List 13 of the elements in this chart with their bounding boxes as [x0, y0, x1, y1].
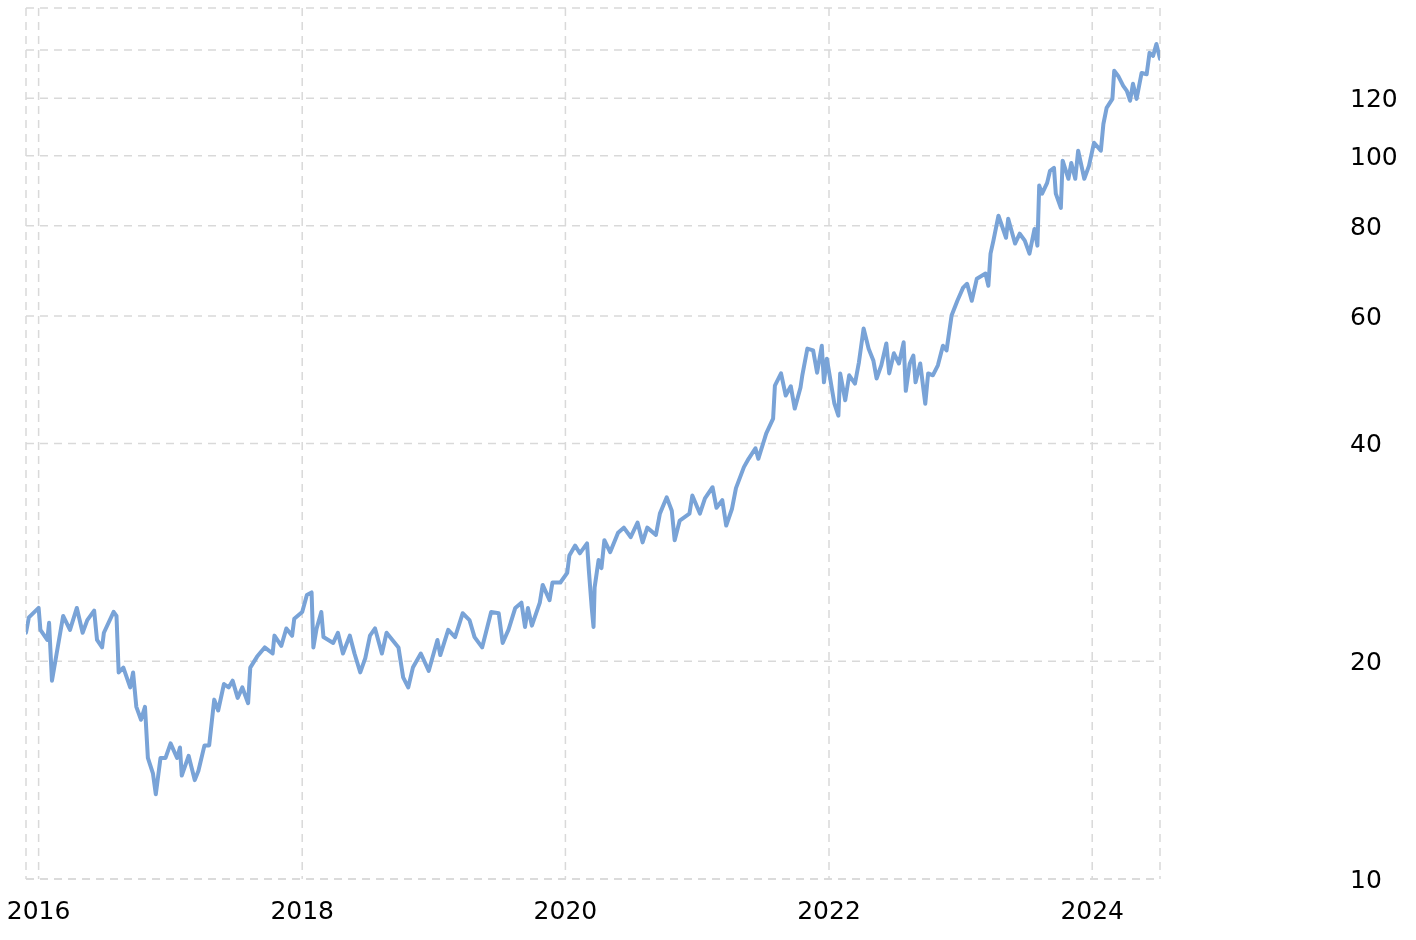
- x-tick-label: 2022: [797, 895, 861, 925]
- y-tick-label: 40: [1350, 429, 1382, 459]
- y-tick-label: 80: [1350, 211, 1382, 241]
- x-tick-label: 2020: [533, 895, 598, 925]
- y-tick-label: 100: [1350, 141, 1398, 171]
- x-tick-label: 2018: [270, 895, 335, 925]
- x-tick-label: 2024: [1060, 895, 1125, 925]
- y-tick-label: 120: [1350, 84, 1398, 114]
- y-tick-label: 60: [1350, 302, 1382, 331]
- x-tick-label: 2016: [6, 895, 71, 925]
- y-tick-label: 10: [1350, 864, 1382, 894]
- y-tick-label: 20: [1350, 647, 1382, 677]
- line-series: [26, 41, 1160, 797]
